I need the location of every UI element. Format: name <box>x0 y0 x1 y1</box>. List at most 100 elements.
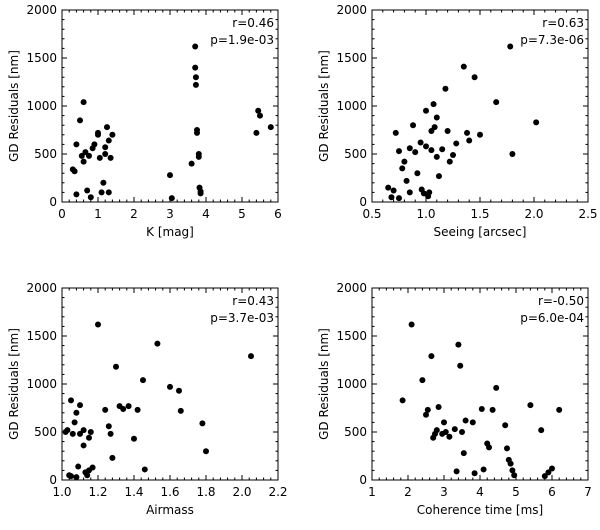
y-tick-label: 500 <box>344 425 367 439</box>
correlation-annotation: r=0.46 <box>232 16 274 30</box>
x-tick-label: 2.0 <box>232 485 251 499</box>
data-point <box>471 74 478 81</box>
data-point <box>460 63 467 70</box>
data-point <box>556 406 563 413</box>
correlation-annotation: p=6.0e-04 <box>520 311 584 325</box>
data-point <box>98 189 105 196</box>
data-point <box>64 427 71 434</box>
y-tick-label: 500 <box>344 147 367 161</box>
data-point <box>430 101 437 108</box>
data-point <box>480 466 487 473</box>
data-point <box>439 146 446 153</box>
data-point <box>109 131 116 138</box>
data-point <box>541 473 548 480</box>
data-point <box>478 405 485 412</box>
y-tick-label: 1000 <box>336 377 367 391</box>
x-tick-label: 3 <box>166 207 174 221</box>
data-point <box>199 420 206 427</box>
data-point <box>125 403 132 410</box>
x-tick-label: 2 <box>404 485 412 499</box>
y-tick-label: 0 <box>49 473 57 487</box>
data-point <box>403 177 410 184</box>
x-tick-label: 7 <box>584 485 592 499</box>
data-point <box>406 145 413 152</box>
x-tick-label: 1 <box>94 207 102 221</box>
data-point <box>80 99 87 106</box>
data-point <box>77 430 83 437</box>
data-point <box>419 377 426 384</box>
y-axis-label: GD Residuals [nm] <box>317 50 331 162</box>
data-point <box>104 124 110 131</box>
data-point <box>107 430 114 437</box>
x-tick-label: 5 <box>512 485 520 499</box>
data-point <box>73 191 80 198</box>
data-point <box>192 64 199 71</box>
data-point <box>423 143 429 150</box>
data-point <box>457 362 464 369</box>
data-point <box>455 341 462 348</box>
x-tick-label: 1.0 <box>416 207 435 221</box>
x-tick-label: 1.5 <box>470 207 489 221</box>
panel-k-mag: 0 1 2 3 4 5 6 0 500 1000 1500 2000 K [mag] GD Residua… <box>7 3 282 239</box>
data-point <box>105 137 112 144</box>
x-tick-label: 2.2 <box>268 485 287 499</box>
data-point <box>89 464 96 471</box>
x-tick-label: 1.4 <box>124 485 143 499</box>
data-point <box>120 405 127 412</box>
data-point <box>80 442 87 449</box>
y-tick-label: 1500 <box>26 51 57 65</box>
data-point <box>469 419 476 426</box>
data-point <box>188 160 195 167</box>
y-tick-label: 2000 <box>336 3 367 17</box>
x-tick-label: 1.6 <box>160 485 179 499</box>
data-point <box>91 141 98 148</box>
data-point <box>420 190 427 197</box>
data-point <box>78 152 85 159</box>
data-point <box>423 411 429 418</box>
data-point <box>486 444 492 451</box>
data-point <box>68 473 74 480</box>
data-point <box>442 85 449 92</box>
data-point <box>502 422 509 429</box>
data-point <box>73 474 80 481</box>
data-point <box>192 43 199 50</box>
data-point <box>410 122 417 129</box>
y-tick-label: 1500 <box>336 329 367 343</box>
data-point <box>423 107 429 114</box>
x-tick-label: 1 <box>368 485 376 499</box>
data-point <box>86 152 92 159</box>
data-point <box>489 406 496 413</box>
x-tick-label: 2.0 <box>524 207 543 221</box>
data-point <box>446 433 453 440</box>
data-point <box>446 158 453 165</box>
data-point <box>87 194 94 201</box>
data-point <box>77 402 83 409</box>
data-point <box>95 129 101 136</box>
x-tick-label: 1.2 <box>88 485 107 499</box>
data-point <box>433 427 440 434</box>
data-point <box>511 472 518 479</box>
data-point <box>192 81 199 88</box>
data-point <box>390 187 397 194</box>
y-axis-label: GD Residuals [nm] <box>7 50 21 162</box>
data-point <box>102 406 109 413</box>
data-point <box>527 402 534 409</box>
data-point <box>453 468 460 475</box>
correlation-annotation: p=3.7e-03 <box>210 311 274 325</box>
data-point <box>248 353 254 360</box>
data-point <box>442 429 449 435</box>
data-point <box>105 189 112 196</box>
data-point <box>77 117 83 124</box>
x-tick-label: 0 <box>58 207 66 221</box>
data-point <box>95 321 101 328</box>
data-point <box>459 429 465 435</box>
data-point <box>194 129 200 136</box>
data-point <box>177 407 184 414</box>
data-point <box>267 124 274 131</box>
x-tick-label: 5 <box>238 207 246 221</box>
data-point <box>195 153 202 160</box>
data-point <box>388 194 395 201</box>
data-point <box>538 427 545 434</box>
y-tick-label: 0 <box>359 473 367 487</box>
